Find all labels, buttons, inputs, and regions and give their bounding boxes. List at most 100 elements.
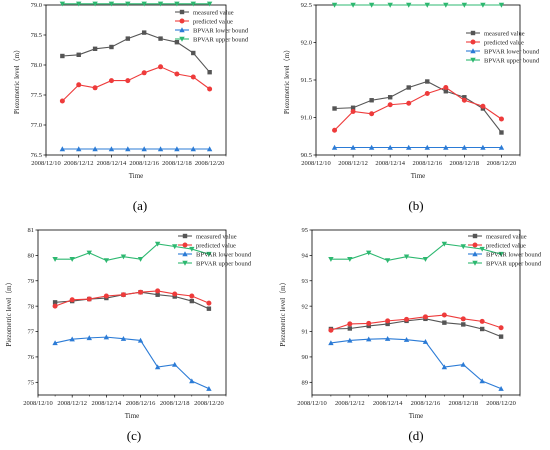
y-tick-label: 92 (302, 303, 309, 310)
data-point (443, 89, 449, 94)
y-tick-label: 91.5 (301, 77, 312, 84)
data-point (387, 95, 393, 100)
y-tick-label: 77 (28, 329, 35, 336)
legend-marker (472, 242, 478, 248)
data-point (174, 146, 180, 152)
y-tick-label: 95 (302, 227, 309, 234)
data-point (172, 244, 178, 250)
data-point (158, 64, 164, 70)
data-point (189, 378, 195, 384)
legend-marker (470, 48, 476, 54)
y-tick-label: 78.0 (31, 62, 42, 69)
y-tick-label: 79 (28, 278, 35, 285)
x-tick-label: 2008/12/14 (375, 160, 405, 167)
legend-marker (179, 27, 185, 33)
data-point (350, 144, 356, 150)
x-tick-label: 2008/12/20 (194, 400, 224, 407)
legend-marker (472, 260, 478, 266)
data-point (404, 316, 410, 322)
legend-marker (179, 18, 185, 24)
data-point (443, 2, 449, 8)
data-point (92, 46, 98, 51)
data-point (138, 289, 144, 295)
x-tick-label: 2008/12/18 (448, 400, 478, 407)
data-point (172, 294, 177, 299)
legend-label: measured value (484, 30, 525, 37)
y-tick-label: 77.5 (31, 92, 42, 99)
y-axis-label: Piezometric level（m） (5, 278, 13, 346)
legend-label: predicted value (193, 18, 233, 25)
legend-marker (182, 242, 188, 248)
series-line (62, 32, 211, 73)
data-point (154, 364, 161, 370)
data-point (125, 36, 131, 41)
panel-label: (a) (133, 198, 147, 213)
data-point (385, 321, 390, 327)
data-point (120, 254, 127, 260)
data-point (69, 256, 75, 262)
data-point (366, 336, 372, 342)
plot-frame (311, 229, 521, 396)
legend-marker (472, 251, 478, 257)
series-line (334, 80, 502, 133)
legend-label: BPVAR upper bound (193, 36, 249, 43)
x-tick-label: 2008/12/18 (450, 160, 480, 167)
y-tick-label: 81 (28, 227, 35, 234)
legend-label: predicted value (196, 242, 236, 249)
y-tick-label: 79.0 (31, 2, 42, 9)
data-point (460, 244, 466, 250)
x-tick-label: 2008/12/18 (162, 160, 192, 167)
data-point (69, 336, 75, 342)
data-point (498, 325, 504, 331)
data-point (498, 251, 504, 257)
data-point (461, 322, 466, 327)
data-point (350, 2, 356, 8)
series-line (55, 291, 210, 310)
data-point (406, 2, 412, 8)
data-point (350, 105, 356, 110)
data-point (207, 70, 212, 75)
data-point (332, 106, 337, 111)
data-point (498, 385, 504, 391)
data-point (480, 2, 486, 8)
series-line (330, 338, 502, 390)
y-tick-label: 78.5 (31, 32, 42, 39)
data-point (387, 102, 393, 108)
data-point (425, 79, 430, 84)
data-point (137, 256, 144, 262)
data-point (480, 144, 486, 150)
data-point (479, 378, 485, 384)
legend-marker (470, 39, 476, 45)
data-point (406, 144, 412, 150)
data-point (403, 254, 410, 260)
y-axis-label: Piezometric level（m） (283, 46, 291, 114)
data-point (155, 288, 161, 294)
data-point (461, 2, 468, 8)
legend-marker (179, 36, 185, 42)
series-line (330, 318, 502, 338)
series-line (54, 290, 210, 307)
data-point (190, 1, 196, 7)
legend-label: predicted value (484, 39, 524, 46)
data-point (141, 1, 147, 7)
x-tick-label: 2008/12/12 (57, 400, 87, 407)
plot-frame (315, 4, 521, 156)
data-point (189, 298, 195, 304)
data-point (328, 340, 334, 346)
data-point (368, 144, 375, 150)
data-point (207, 86, 213, 92)
data-point (460, 361, 466, 367)
legend-label: BPVAR upper bound (484, 57, 540, 64)
y-tick-label: 93 (302, 278, 309, 285)
y-tick-label: 91.0 (301, 115, 312, 122)
panel-label: (b) (408, 198, 423, 213)
y-tick-label: 94 (302, 253, 309, 260)
data-point (206, 306, 212, 311)
data-point (461, 144, 468, 150)
data-point (125, 1, 131, 7)
legend-label: BPVAR lower bound (484, 48, 540, 55)
data-point (125, 146, 131, 152)
data-point (108, 146, 115, 152)
y-axis-label: Piezometric level（m） (279, 278, 287, 346)
